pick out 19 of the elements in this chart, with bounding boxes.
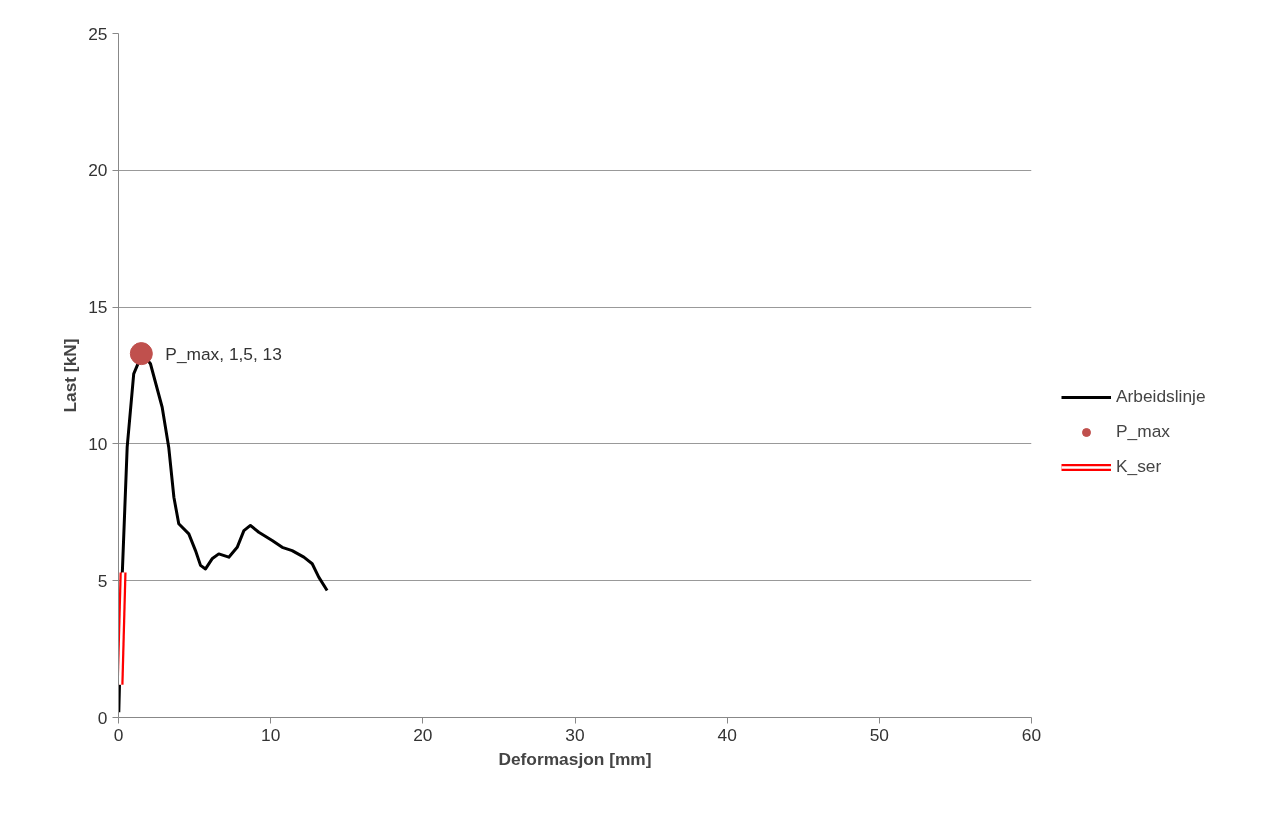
y-tick-label: 20 (88, 160, 108, 181)
x-tick-label: 30 (565, 724, 585, 745)
y-tick-label: 0 (97, 707, 108, 728)
legend-label: P_max (1116, 421, 1171, 442)
x-tick-label: 20 (413, 724, 433, 745)
x-tick-label: 10 (261, 724, 281, 745)
annotation: P_max, 1,5, 13 (165, 343, 282, 364)
legend-label: K_ser (1116, 456, 1163, 477)
x-tick-label: 50 (869, 724, 889, 745)
y-tick-label: 25 (88, 23, 108, 44)
y-tick-label: 10 (88, 433, 108, 454)
legend-label: Arbeidslinje (1116, 386, 1206, 407)
y-tick-label: 5 (97, 570, 108, 591)
x-axis-title: Deformasjon [mm] (498, 748, 652, 769)
y-axis-title: Last [kN] (60, 338, 81, 413)
x-tick-label: 60 (1021, 724, 1042, 745)
y-tick-label: 15 (88, 297, 108, 318)
x-tick-label: 0 (113, 724, 124, 745)
x-tick-label: 40 (717, 724, 737, 745)
